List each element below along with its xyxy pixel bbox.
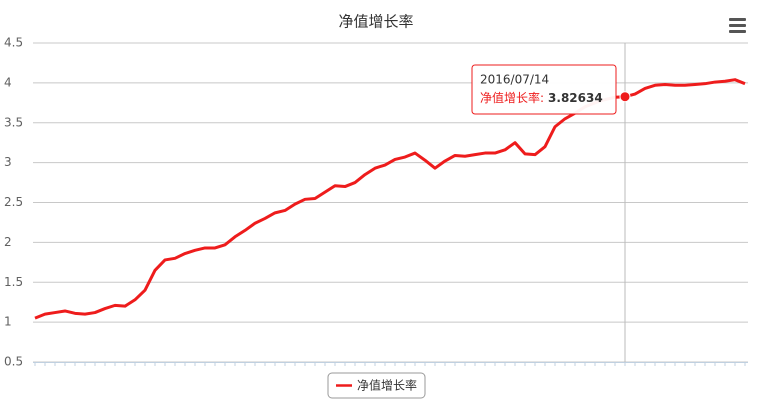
plot-area: 0.5 1 1.5 2 2.5 3 3.5 4 4.5 2016/07/14 净值增长率: 3.826… <box>4 36 748 369</box>
tooltip-label: 净值增长率: <box>480 90 544 105</box>
menu-bar <box>729 30 746 33</box>
tooltip-box <box>471 64 617 115</box>
menu-bar <box>729 18 746 21</box>
tooltip-value: 3.82634 <box>548 91 603 105</box>
tooltip-line: 净值增长率: 3.82634 <box>480 90 603 105</box>
y-tick-label: 3.5 <box>4 115 23 129</box>
chart-title: 净值增长率 <box>338 13 413 31</box>
y-tick-label: 2.5 <box>4 195 23 209</box>
menu-bar <box>729 24 746 27</box>
legend-label: 净值增长率 <box>357 378 417 393</box>
tooltip: 2016/07/14 净值增长率: 3.82634 <box>471 64 617 115</box>
hover-point <box>619 91 631 103</box>
y-tick-label: 3 <box>4 155 12 169</box>
y-tick-label: 1.5 <box>4 275 23 289</box>
y-tick-label: 4 <box>4 75 12 89</box>
y-tick-label: 2 <box>4 235 12 249</box>
legend[interactable]: 净值增长率 <box>327 372 426 399</box>
tooltip-date: 2016/07/14 <box>480 73 549 87</box>
legend-box <box>327 372 426 399</box>
y-tick-label: 1 <box>4 315 12 329</box>
menu-button[interactable] <box>729 18 746 33</box>
y-tick-label: 4.5 <box>4 36 23 50</box>
y-tick-label: 0.5 <box>4 355 23 369</box>
